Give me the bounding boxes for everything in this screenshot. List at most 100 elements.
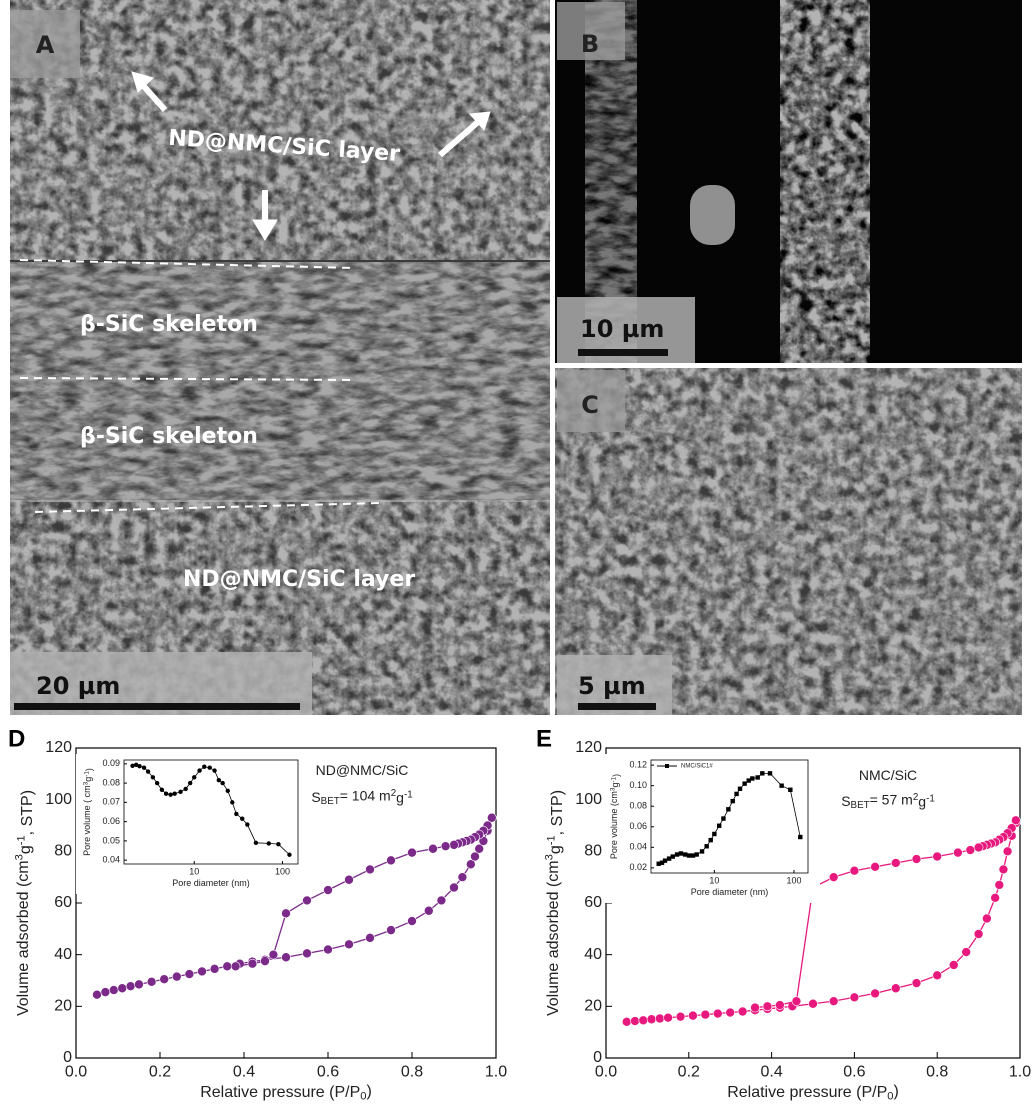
- data-point: [911, 854, 922, 864]
- text-part: g: [396, 789, 404, 805]
- text-part: ND@NMC/SiC: [316, 762, 409, 778]
- data-point: [734, 791, 739, 797]
- y-tick-label: 0.12: [629, 760, 647, 770]
- data-point: [202, 764, 207, 769]
- data-point: [762, 1001, 773, 1012]
- text-part: BET: [851, 800, 870, 811]
- y-tick-label: 80: [584, 843, 602, 860]
- data-point: [708, 837, 713, 843]
- y-tick-label: 0.07: [102, 797, 120, 807]
- data-point: [646, 1014, 657, 1025]
- panel-label: D: [8, 725, 25, 752]
- data-point: [870, 862, 880, 872]
- text-part: ): [612, 774, 622, 777]
- data-point: [145, 769, 151, 774]
- data-point: [212, 768, 217, 773]
- data-point: [716, 823, 722, 828]
- text-part: Pore diameter (nm): [691, 887, 769, 897]
- data-point: [407, 916, 417, 926]
- y-tick-label: 40: [584, 946, 602, 963]
- data-point: [365, 864, 375, 875]
- text-part: -1: [610, 776, 617, 782]
- data-point: [655, 1013, 665, 1024]
- data-point: [932, 851, 943, 862]
- panel-label: A: [36, 31, 55, 59]
- text-part: 3: [13, 854, 25, 860]
- data-point: [779, 783, 784, 788]
- text-part: , STP): [19, 790, 36, 835]
- data-point: [675, 1011, 686, 1022]
- data-point: [470, 851, 480, 862]
- data-point: [704, 844, 709, 849]
- text-part: S: [841, 793, 850, 809]
- text-part: -1: [545, 835, 557, 845]
- x-tick-label: 0.8: [926, 1064, 948, 1081]
- legend-label: NMC/SiC1#: [681, 764, 713, 770]
- data-point: [725, 1007, 736, 1018]
- data-point: [281, 952, 291, 963]
- text-part: g: [83, 777, 93, 782]
- data-point: [187, 780, 193, 786]
- sem-annotation: ND@NMC/SiC layer: [183, 567, 415, 592]
- data-point: [670, 854, 675, 859]
- data-point: [436, 895, 447, 906]
- data-point: [828, 996, 839, 1006]
- text-part: BET: [321, 796, 340, 807]
- scale-label: 20 µm: [36, 672, 120, 700]
- panel-label: E: [536, 725, 552, 752]
- data-point: [990, 893, 1000, 903]
- y-tick-label: 0.04: [102, 855, 120, 865]
- x-tick-label: 0.2: [149, 1064, 171, 1081]
- data-point: [276, 841, 281, 847]
- data-point: [486, 812, 497, 823]
- data-point: [750, 1002, 760, 1013]
- data-point: [890, 983, 901, 994]
- data-point: [712, 1008, 723, 1019]
- data-point: [225, 788, 230, 794]
- data-point: [109, 985, 119, 995]
- data-point: [163, 791, 169, 796]
- sem-panel-a: A ND@NMC/SiC layer β-SiC skeleton β-SiC …: [10, 0, 550, 715]
- data-point: [746, 778, 751, 783]
- data-point: [260, 956, 270, 966]
- text-part: Relative pressure (P/P: [200, 1084, 360, 1101]
- annotation: NMC/SiC: [859, 767, 917, 783]
- label-box: [557, 370, 625, 432]
- data-point: [849, 992, 860, 1003]
- data-point: [662, 858, 668, 863]
- y-tick-label: 120: [575, 739, 602, 756]
- text-part: 3: [609, 787, 616, 791]
- legend-marker: [665, 764, 669, 768]
- x-tick-label: 0.0: [595, 1064, 617, 1081]
- y-tick-label: 20: [584, 998, 602, 1015]
- y-tick-label: 0.06: [102, 816, 120, 826]
- data-point: [737, 786, 743, 791]
- text-part: Pore diameter (nm): [172, 878, 250, 888]
- data-point: [742, 781, 747, 786]
- data-point: [134, 762, 139, 768]
- data-point: [222, 961, 232, 972]
- data-point: [798, 834, 803, 840]
- data-point: [674, 852, 680, 857]
- scale-bar: [578, 703, 656, 710]
- data-point: [474, 843, 485, 854]
- data-point: [726, 807, 731, 812]
- sem-panel-c: C 5 µm: [555, 368, 1022, 715]
- x-tick-label: 0.0: [65, 1064, 87, 1081]
- text-part: NMC/SiC: [859, 767, 917, 783]
- y-tick-label: 0.06: [629, 821, 647, 831]
- text-part: 0: [887, 1091, 893, 1103]
- data-point: [344, 874, 354, 885]
- data-point: [932, 970, 943, 981]
- y-axis-label: Pore volume (cm3g-1): [609, 774, 621, 859]
- data-point: [630, 1016, 640, 1026]
- data-point: [808, 998, 818, 1009]
- y-tick-label: 0.09: [102, 758, 120, 768]
- y-tick-label: 0.10: [629, 780, 647, 790]
- text-part: Pore volume (cm: [609, 791, 619, 859]
- sem-annotation: β-SiC skeleton: [80, 312, 258, 337]
- data-point: [245, 822, 250, 827]
- data-point: [712, 831, 717, 837]
- data-point: [870, 988, 880, 999]
- data-point: [775, 1000, 785, 1010]
